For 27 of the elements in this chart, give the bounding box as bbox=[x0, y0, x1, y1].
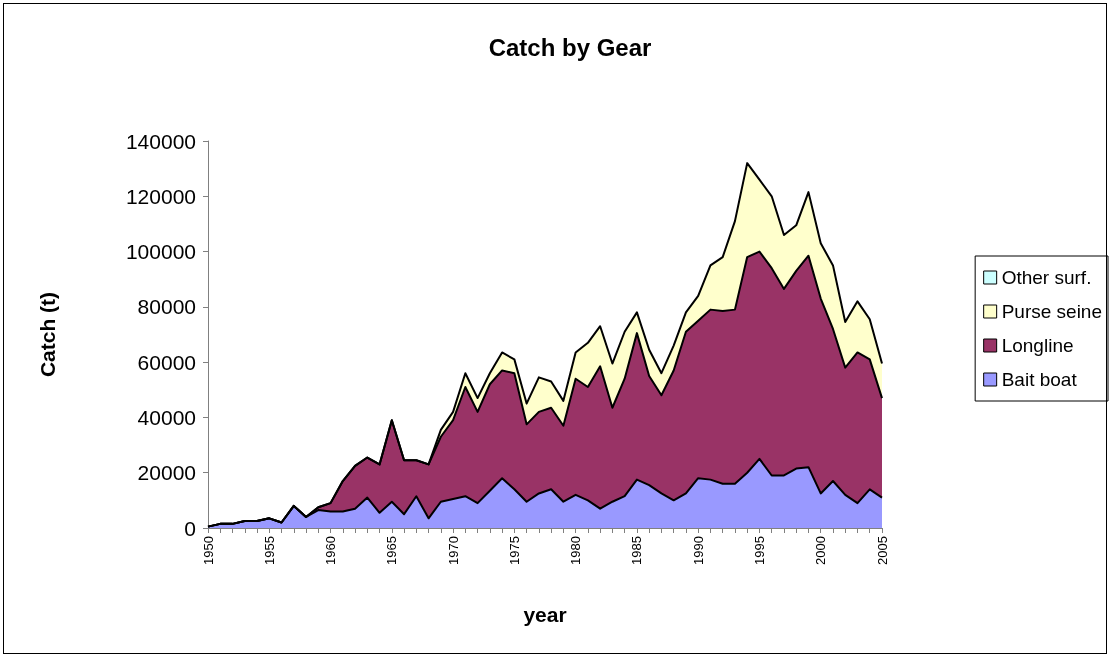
x-tick-label: 2005 bbox=[874, 536, 890, 565]
x-tick-label: 1965 bbox=[384, 536, 400, 565]
chart-title: Catch by Gear bbox=[488, 33, 652, 61]
x-tick-label: 1960 bbox=[323, 536, 339, 565]
legend-label: Bait boat bbox=[1001, 369, 1078, 390]
legend-label: Other surf. bbox=[1001, 267, 1092, 288]
x-tick-label: 1980 bbox=[568, 536, 584, 565]
y-tick-label: 100000 bbox=[125, 240, 196, 264]
y-tick-label: 60000 bbox=[137, 350, 196, 374]
x-tick-label: 2000 bbox=[813, 536, 829, 565]
y-tick-label: 20000 bbox=[137, 461, 196, 485]
y-tick-label: 80000 bbox=[137, 295, 196, 319]
x-tick-label: 1990 bbox=[690, 536, 706, 565]
x-axis-title: year bbox=[523, 603, 567, 626]
y-tick-label: 0 bbox=[184, 516, 196, 540]
legend-label: Longline bbox=[1001, 335, 1074, 356]
y-axis-title: Catch (t) bbox=[36, 291, 59, 378]
x-tick-label: 1995 bbox=[751, 536, 767, 565]
legend-label: Purse seine bbox=[1001, 301, 1103, 322]
x-tick-label: 1955 bbox=[261, 536, 277, 565]
x-tick-label: 1985 bbox=[629, 536, 645, 565]
x-tick-label: 1970 bbox=[445, 536, 461, 565]
y-tick-label: 120000 bbox=[125, 184, 196, 208]
y-tick-label: 40000 bbox=[137, 405, 196, 429]
x-tick-label: 1950 bbox=[200, 536, 216, 565]
x-tick-label: 1975 bbox=[506, 536, 522, 565]
y-tick-label: 140000 bbox=[125, 129, 196, 153]
